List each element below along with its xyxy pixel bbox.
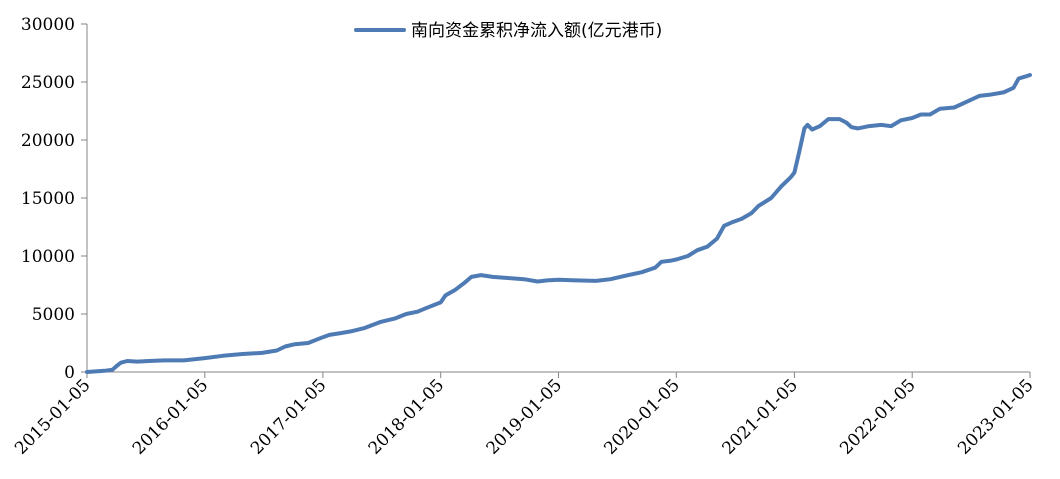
x-tick-label: 2020-01-05 — [600, 375, 683, 458]
x-tick-label: 2016-01-05 — [129, 375, 212, 458]
x-tick-label: 2023-01-05 — [954, 375, 1037, 458]
y-tick-label: 30000 — [21, 15, 75, 35]
x-tick-label: 2021-01-05 — [718, 375, 801, 458]
x-axis: 2015-01-05 2016-01-05 2017-01-05 2018-01-05… — [11, 371, 1038, 459]
y-tick-label: 15000 — [21, 189, 75, 209]
y-tick-label: 5000 — [32, 305, 75, 325]
y-tick-label: 0 — [64, 363, 75, 383]
x-tick-label: 2017-01-05 — [247, 375, 330, 458]
series-line — [85, 73, 1032, 374]
x-tick-label: 2022-01-05 — [836, 375, 919, 458]
x-tick-label: 2015-01-05 — [11, 375, 94, 458]
x-tick-label: 2019-01-05 — [483, 375, 566, 458]
series-layer — [85, 73, 1032, 374]
y-tick-label: 25000 — [21, 73, 75, 93]
legend: 南向资金累积净流入额(亿元港币) — [354, 21, 662, 41]
legend-label: 南向资金累积净流入额(亿元港币) — [411, 21, 662, 41]
x-tick-label: 2018-01-05 — [365, 375, 448, 458]
y-tick-label: 10000 — [21, 247, 75, 267]
y-tick-label: 20000 — [21, 131, 75, 151]
y-axis: 0 5000 10000 15000 20000 25000 30000 — [21, 15, 88, 383]
